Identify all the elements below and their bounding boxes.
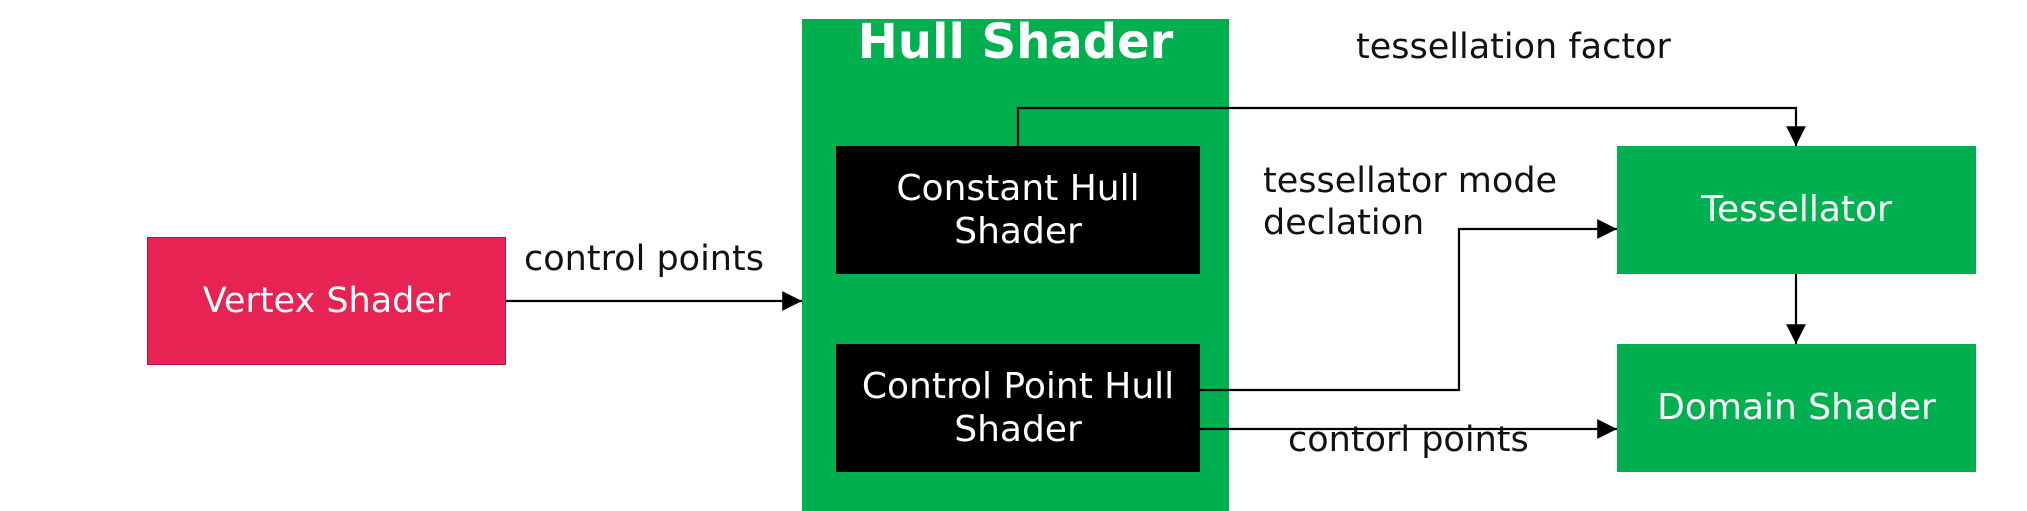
constant-hull-shader-label-line2: Shader xyxy=(954,211,1082,252)
tessellator-node: Tessellator xyxy=(1617,146,1976,274)
arrow-constant-to-tessellator xyxy=(1016,106,1806,146)
constant-hull-shader-label-line1: Constant Hull xyxy=(896,167,1140,209)
edge-label-tessellation-factor: tessellation factor xyxy=(1356,27,1671,67)
control-point-hull-shader-label-line1: Control Point Hull xyxy=(861,365,1175,407)
control-point-hull-shader-node: Control Point Hull Shader xyxy=(836,344,1200,472)
edge-label-tessellator-mode: tessellator mode declation xyxy=(1263,160,1557,244)
hull-shader-title: Hull Shader xyxy=(857,14,1174,70)
edge-label-tessellator-mode-line1: tessellator mode xyxy=(1263,161,1558,201)
edge-label-tessellator-mode-line2: declation xyxy=(1263,203,1425,243)
edge-label-contorl-points: contorl points xyxy=(1288,420,1529,460)
tessellator-label: Tessellator xyxy=(1701,189,1892,231)
vertex-shader-label: Vertex Shader xyxy=(202,281,451,321)
vertex-shader-node: Vertex Shader xyxy=(147,237,506,365)
edge-label-control-points: control points xyxy=(524,239,764,279)
control-point-hull-shader-label-line2: Shader xyxy=(954,409,1082,450)
domain-shader-label: Domain Shader xyxy=(1657,387,1936,429)
constant-hull-shader-node: Constant Hull Shader xyxy=(836,146,1200,274)
domain-shader-node: Domain Shader xyxy=(1617,344,1976,472)
arrow-control-to-tessellator xyxy=(1200,219,1617,392)
